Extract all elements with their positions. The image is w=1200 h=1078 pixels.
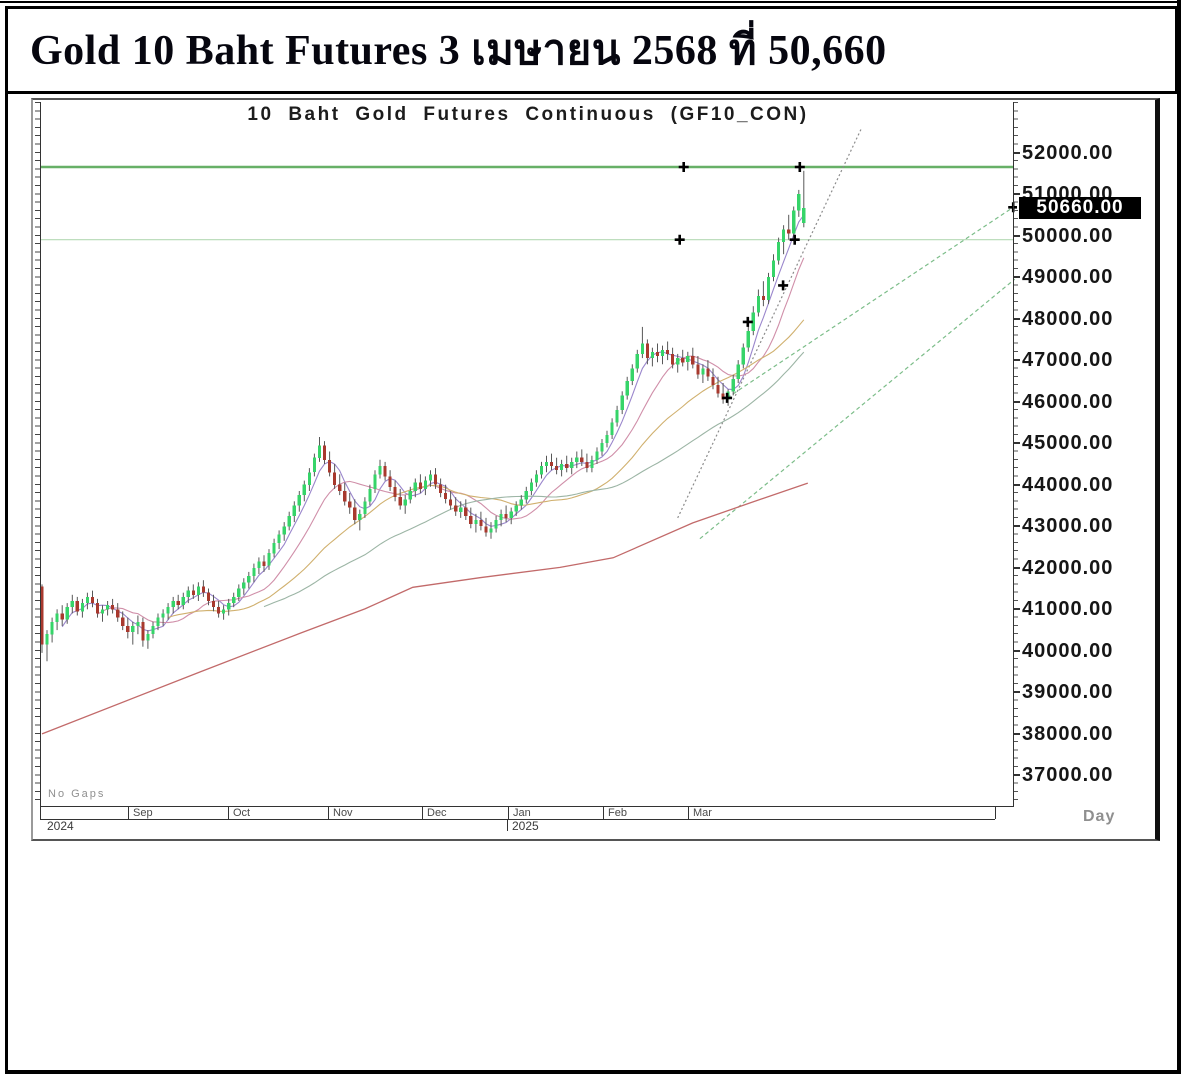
y-axis-tick (1013, 359, 1020, 362)
month-label: Mar (693, 807, 712, 819)
y-axis-tick (1013, 732, 1020, 735)
month-tick (228, 806, 229, 819)
month-tick (508, 806, 509, 819)
y-axis-label: 52000.00 (1022, 141, 1114, 164)
month-tick (128, 806, 129, 819)
page-title: Gold 10 Baht Futures 3 เมษายน 2568 ที่ 5… (30, 28, 887, 74)
y-axis-label: 38000.00 (1022, 722, 1114, 745)
chart-frame: 10 Baht Gold Futures Continuous (GF10_CO… (31, 98, 1160, 841)
right-axis-line (1013, 102, 1014, 806)
last-price-tag: 50660.00 (1019, 197, 1141, 220)
y-axis-tick (1013, 691, 1020, 694)
y-axis-tick (1013, 151, 1020, 154)
x-axis-band-top (40, 806, 1014, 807)
year-tick (507, 819, 508, 831)
y-axis-tick (1013, 774, 1020, 777)
y-axis-label: 40000.00 (1022, 639, 1114, 662)
month-label: Dec (427, 807, 447, 819)
right-axis-minor-ticks (1014, 102, 1018, 806)
y-axis-label: 39000.00 (1022, 681, 1114, 704)
y-axis-label: 45000.00 (1022, 432, 1114, 455)
left-axis-line (40, 102, 41, 806)
y-axis-label: 43000.00 (1022, 515, 1114, 538)
left-axis-minor-ticks (35, 102, 40, 806)
y-axis-label: 46000.00 (1022, 390, 1114, 413)
month-tick (328, 806, 329, 819)
outer-border-right (1177, 0, 1181, 1074)
timeframe-label: Day (1083, 808, 1116, 825)
y-axis-label: 42000.00 (1022, 556, 1114, 579)
y-axis-label: 44000.00 (1022, 473, 1114, 496)
year-label: 2025 (512, 819, 539, 833)
y-axis-tick (1013, 234, 1020, 237)
month-tick (688, 806, 689, 819)
month-label: Feb (608, 807, 627, 819)
y-axis-tick (1013, 442, 1020, 445)
month-label: Oct (233, 807, 251, 819)
month-label: Jan (513, 807, 531, 819)
y-axis-label: 49000.00 (1022, 266, 1114, 289)
y-axis-label: 50000.00 (1022, 224, 1114, 247)
month-tick (603, 806, 604, 819)
outer-border-bottom (5, 1070, 1181, 1074)
no-gaps-label: No Gaps (48, 788, 106, 800)
price-chart-plot (40, 127, 1017, 735)
month-tick (422, 806, 423, 819)
y-axis-tick (1013, 649, 1020, 652)
y-axis-label: 37000.00 (1022, 764, 1114, 787)
x-axis-band-bottom (40, 819, 995, 820)
y-axis-tick (1013, 483, 1020, 486)
y-axis-label: 47000.00 (1022, 349, 1114, 372)
outer-border-top (0, 1, 1181, 3)
outer-border-left (5, 6, 8, 1072)
y-axis-tick (1013, 317, 1020, 320)
y-axis-tick (1013, 193, 1020, 196)
month-label: Nov (333, 807, 353, 819)
y-axis-tick (1013, 608, 1020, 611)
y-axis-label: 41000.00 (1022, 598, 1114, 621)
y-axis-label: 48000.00 (1022, 307, 1114, 330)
y-axis-tick (1013, 566, 1020, 569)
y-axis-tick (1013, 276, 1020, 279)
chart-title: 10 Baht Gold Futures Continuous (GF10_CO… (247, 104, 809, 125)
year-label: 2024 (47, 819, 74, 833)
title-bar: Gold 10 Baht Futures 3 เมษายน 2568 ที่ 5… (5, 6, 1178, 94)
x-axis-band-right-end (995, 806, 996, 819)
month-label: Sep (133, 807, 153, 819)
x-axis-band-left-end (40, 806, 41, 819)
y-axis-tick (1013, 525, 1020, 528)
y-axis-tick (1013, 400, 1020, 403)
